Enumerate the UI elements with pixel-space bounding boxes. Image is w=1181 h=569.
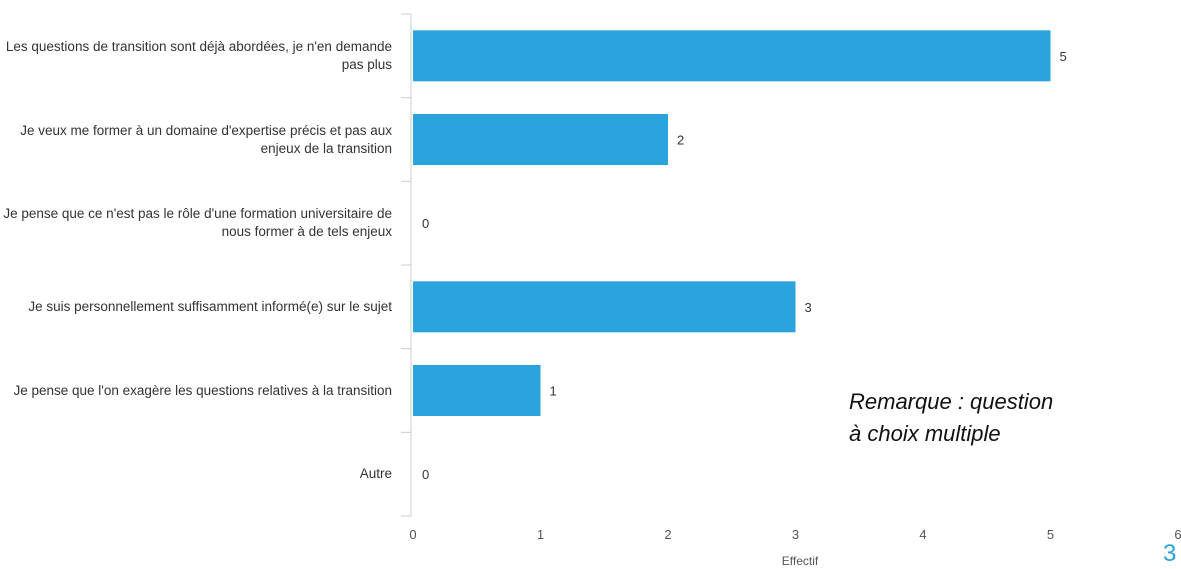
category-label: Les questions de transition sont déjà ab… [5,38,392,72]
x-tick-label: 2 [664,527,671,542]
x-tick-label: 6 [1174,527,1181,542]
data-label: 3 [805,300,812,315]
bar [413,281,796,333]
bar [413,114,668,165]
data-label: 0 [422,467,429,482]
bar [413,30,1051,82]
x-tick-label: 3 [792,527,799,542]
x-tick-label: 4 [919,527,926,542]
slide-number: 3 [1163,540,1177,567]
x-tick-label: 1 [537,527,544,542]
annotation-line-2: à choix multiple [849,421,1001,446]
x-tick-label: 5 [1047,527,1054,542]
category-label: Je suis personnellement suffisamment inf… [28,298,392,314]
annotation-note: Remarque : question à choix multiple [849,386,1149,450]
x-tick-label: 0 [409,527,416,542]
category-label: Je veux me former à un domaine d'experti… [20,122,392,156]
category-label: Autre [359,466,392,482]
x-axis-label: Effectif [781,554,819,568]
bar [413,365,541,416]
data-label: 5 [1060,49,1067,64]
data-label: 0 [422,216,429,231]
category-label: Je pense que ce n'est pas le rôle d'une … [3,206,392,240]
data-label: 2 [677,133,684,148]
data-label: 1 [550,384,557,399]
annotation-line-1: Remarque : question [849,389,1054,414]
category-label: Je pense que l'on exagère les questions … [13,382,392,398]
